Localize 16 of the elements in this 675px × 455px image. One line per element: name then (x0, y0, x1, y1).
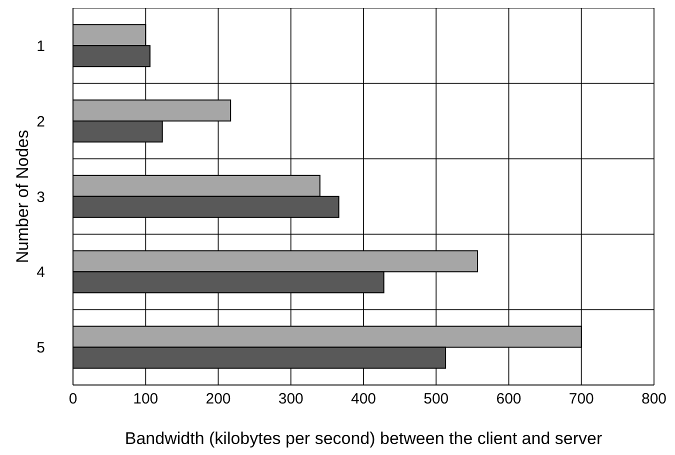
x-tick-label: 500 (424, 390, 449, 408)
x-tick-label: 800 (641, 390, 667, 408)
y-tick-label: 1 (36, 38, 45, 56)
y-tick-label: 2 (36, 113, 45, 130)
x-tick-label: 700 (568, 390, 594, 408)
x-axis-title: Bandwidth (kilobytes per second) between the client and server (124, 429, 602, 448)
y-tick-label: 4 (36, 264, 45, 282)
x-tick-label: 600 (496, 390, 522, 408)
x-tick-label: 0 (68, 390, 78, 408)
y-tick-label: 5 (36, 340, 45, 357)
x-tick-label: 200 (206, 390, 231, 408)
x-tick-label: 100 (133, 390, 158, 408)
y-tick-label: 3 (36, 188, 45, 206)
x-tick-label: 300 (278, 390, 304, 408)
y-axis-title: Number of Nodes (13, 130, 32, 264)
x-tick-label: 400 (350, 390, 376, 408)
